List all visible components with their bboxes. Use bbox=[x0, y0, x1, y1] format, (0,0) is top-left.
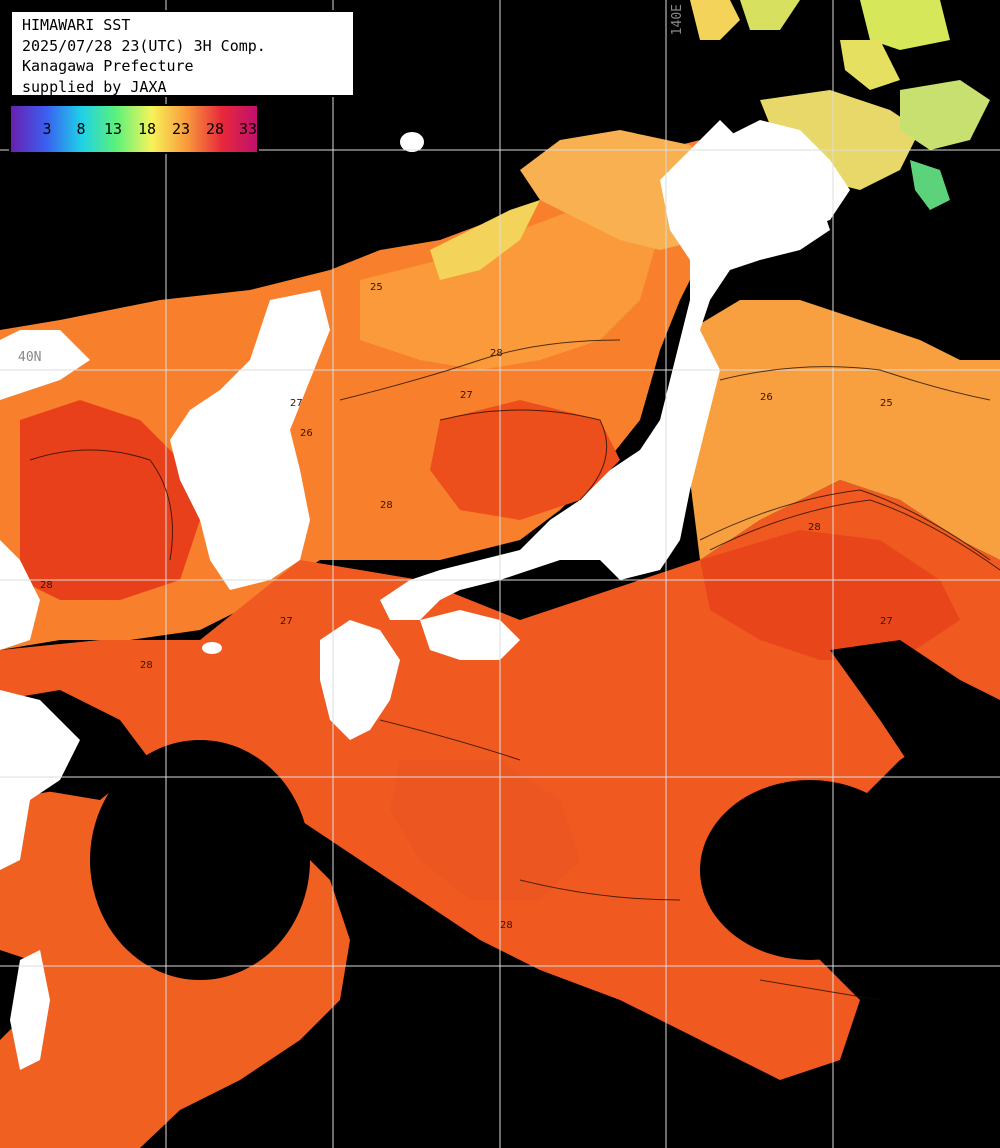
island bbox=[400, 132, 424, 152]
contour-label: 28 bbox=[140, 660, 153, 671]
shikoku bbox=[420, 610, 520, 660]
scale-tick: 23 bbox=[171, 120, 191, 138]
contour-label: 28 bbox=[808, 522, 821, 533]
scale-tick: 33 bbox=[238, 120, 258, 138]
contour-label: 28 bbox=[40, 580, 53, 591]
scale-tick: 13 bbox=[103, 120, 123, 138]
contour-label: 25 bbox=[370, 282, 383, 293]
product-title: HIMAWARI SST bbox=[22, 16, 131, 34]
honshu bbox=[380, 120, 830, 620]
title-box: HIMAWARI SST 2025/07/28 23(UTC) 3H Comp.… bbox=[10, 10, 355, 97]
latitude-label: 40N bbox=[18, 350, 42, 365]
color-scale-bar bbox=[11, 106, 257, 152]
isotherm-contours bbox=[29, 339, 1000, 1001]
contour-label: 27 bbox=[880, 616, 893, 627]
contour-label: 25 bbox=[880, 398, 893, 409]
scale-tick: 8 bbox=[76, 120, 86, 138]
prefecture-label: Kanagawa Prefecture bbox=[22, 57, 194, 75]
scale-tick: 18 bbox=[137, 120, 157, 138]
scale-tick: 3 bbox=[42, 120, 52, 138]
china-coast-south bbox=[0, 690, 80, 870]
contour-labels: 28 27 28 25 26 27 28 27 28 28 25 26 27 2… bbox=[40, 282, 893, 931]
contour-label: 28 bbox=[500, 920, 513, 931]
taiwan bbox=[10, 950, 50, 1070]
color-scale-ticks: 3 8 13 18 23 28 33 bbox=[11, 120, 257, 140]
color-scale-legend: 3 8 13 18 23 28 33 bbox=[9, 104, 259, 154]
contour-label: 28 bbox=[490, 348, 503, 359]
contour-label: 27 bbox=[280, 616, 293, 627]
contour-label: 27 bbox=[460, 390, 473, 401]
land bbox=[0, 120, 850, 1070]
korean-peninsula bbox=[170, 290, 330, 590]
china-coast bbox=[0, 540, 40, 650]
hokkaido bbox=[720, 120, 850, 230]
island bbox=[202, 642, 222, 654]
contour-label: 27 bbox=[290, 398, 303, 409]
supplier-label: supplied by JAXA bbox=[22, 77, 167, 96]
timestamp: 2025/07/28 23(UTC) 3H Comp. bbox=[22, 36, 266, 55]
kyushu bbox=[320, 620, 400, 740]
liaodong-land bbox=[0, 330, 90, 400]
contour-label: 26 bbox=[760, 392, 773, 403]
contour-label: 26 bbox=[300, 428, 313, 439]
scale-tick: 28 bbox=[205, 120, 225, 138]
contour-label: 28 bbox=[380, 500, 393, 511]
longitude-label: 140E bbox=[670, 4, 685, 36]
